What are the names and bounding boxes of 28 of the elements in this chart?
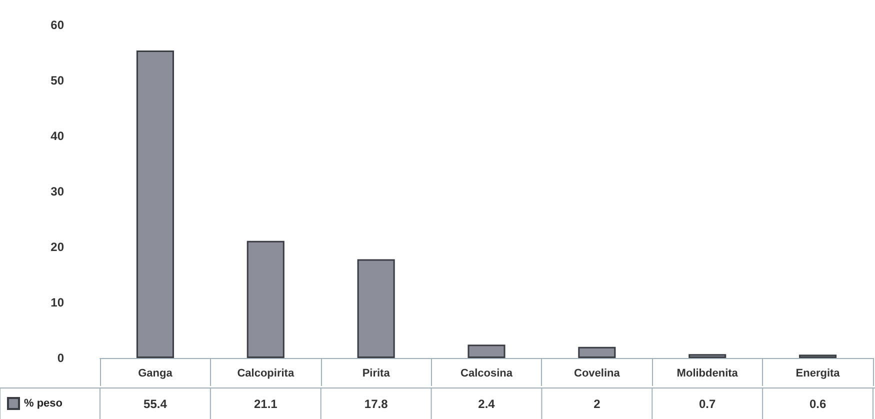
- y-tick-label: 0: [57, 351, 64, 365]
- data-label: 2: [594, 397, 601, 411]
- bar: [246, 240, 284, 358]
- data-label: 21.1: [254, 397, 278, 411]
- bar: [136, 50, 174, 358]
- y-tick-label: 30: [50, 184, 64, 198]
- bar: [357, 259, 395, 358]
- y-tick-label: 50: [50, 74, 64, 88]
- data-label: 2.4: [478, 397, 496, 411]
- y-tick-label: 10: [50, 296, 64, 310]
- y-tick-label: 40: [50, 129, 64, 143]
- data-label: 17.8: [364, 397, 388, 411]
- x-tick-label: Ganga: [138, 368, 174, 380]
- x-tick-label: Calcosina: [460, 368, 514, 380]
- data-label: 0.7: [699, 397, 716, 411]
- x-tick-label: Pirita: [362, 368, 391, 380]
- bar: [468, 344, 506, 358]
- x-tick-label: Molibdenita: [676, 368, 739, 380]
- data-label: 0.6: [809, 397, 826, 411]
- y-tick-label: 60: [50, 18, 64, 32]
- bar: [688, 354, 726, 358]
- data-label: 55.4: [144, 397, 168, 411]
- x-tick-label: Energita: [796, 368, 841, 380]
- y-tick-label: 20: [50, 240, 64, 254]
- x-tick-label: Calcopirita: [237, 368, 295, 380]
- legend-label: % peso: [24, 398, 63, 410]
- bar: [578, 346, 616, 358]
- x-tick-label: Covelina: [574, 368, 621, 380]
